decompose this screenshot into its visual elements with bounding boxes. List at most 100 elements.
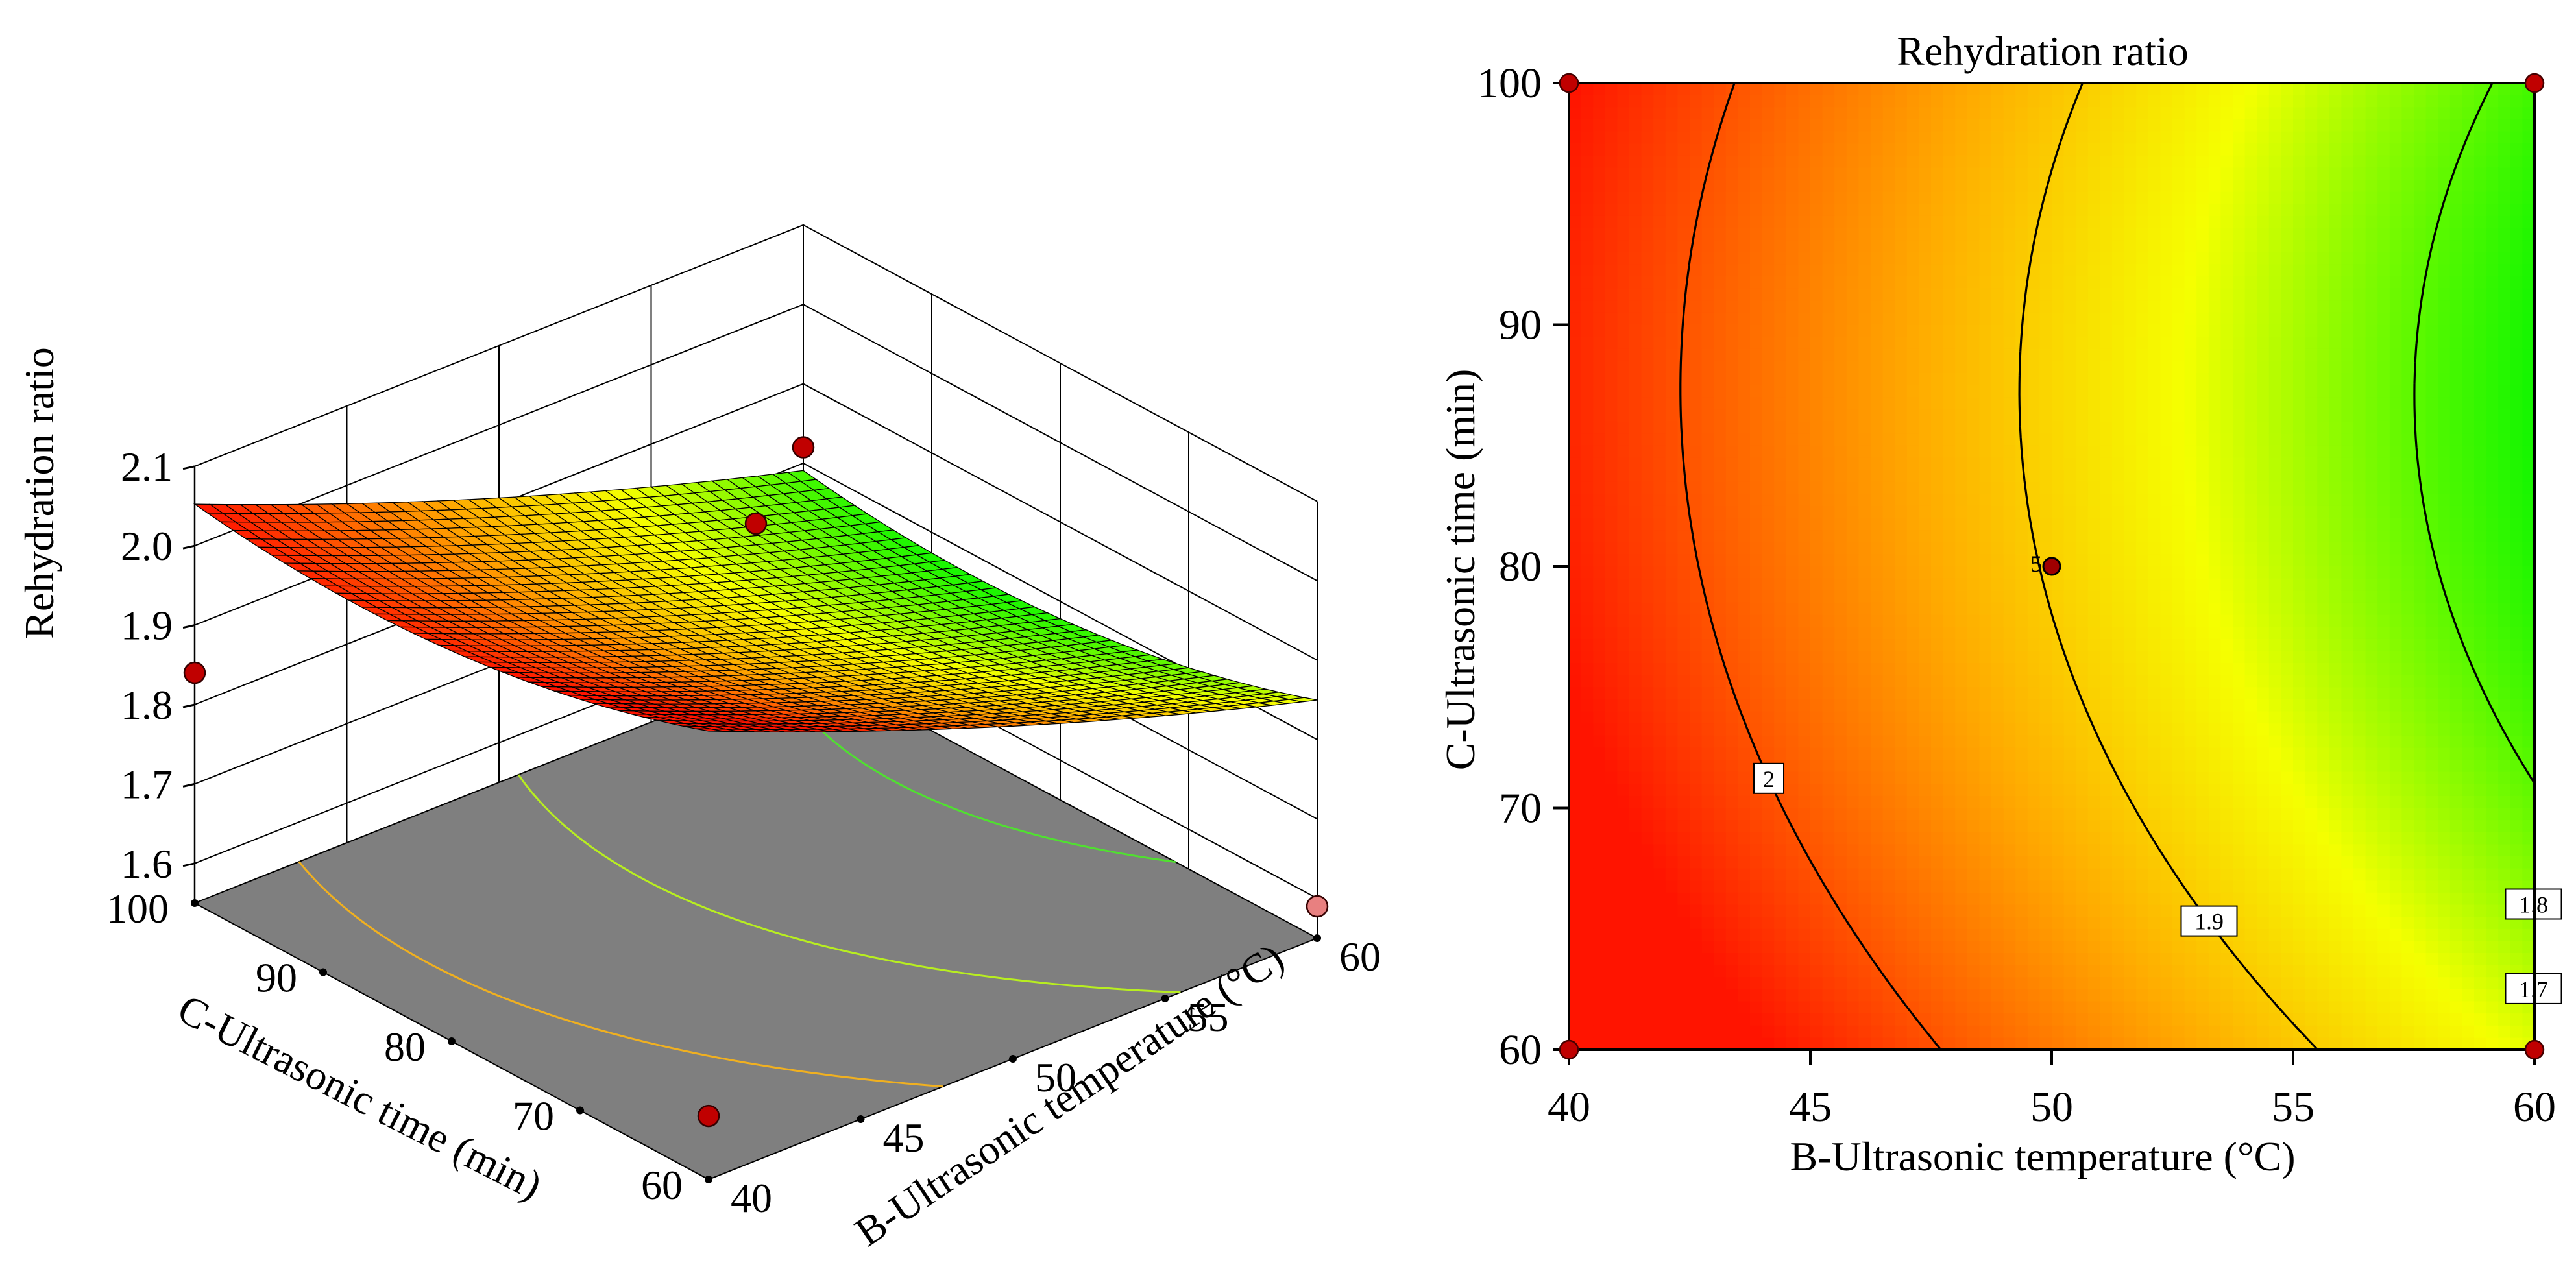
heat-cell [1858,747,1871,760]
heat-cell [1581,554,1594,567]
heat-cell [1967,421,1980,434]
heat-cell [1858,1037,1871,1050]
heat-cell [1798,928,1811,942]
heat-cell [1605,808,1618,821]
heat-cell [1605,965,1618,978]
heat-cell [1858,240,1871,253]
heat-cell [1991,240,2004,253]
heat-cell [1871,421,1884,434]
heat-cell [1677,844,1690,857]
heat-cell [1786,638,1799,652]
heat-cell [1810,651,1823,664]
heat-cell [1750,941,1763,954]
heat-cell [1593,1001,1606,1014]
heat-cell [1991,421,2004,434]
heat-cell [1846,288,1860,301]
heat-cell [1906,917,1920,930]
heat-cell [1629,638,1642,652]
heat-cell [1690,638,1703,652]
surface-design-point [697,1104,720,1128]
heat-cell [1943,566,1956,579]
heat-cell [1774,300,1787,313]
heat-cell [2027,627,2041,640]
heat-cell [1714,361,1727,374]
heat-cell [1919,312,1932,326]
heat-cell [1786,771,1799,784]
heat-cell [2015,276,2028,289]
heat-cell [1931,240,1944,253]
heat-cell [1569,820,1582,833]
heat-cell [1690,276,1703,289]
heat-cell [1738,590,1751,603]
heat-cell [1738,373,1751,386]
heat-cell [1967,880,1980,893]
heat-cell [2039,385,2052,398]
heat-cell [1665,795,1679,809]
heat-cell [2027,892,2041,906]
heat-cell [1677,735,1690,749]
heat-cell [1967,409,1980,422]
heat-cell [1846,300,1860,313]
heat-cell [1774,820,1787,833]
heat-cell [1725,614,1739,627]
heat-cell [1569,977,1582,990]
heat-cell [1871,252,1884,265]
heat-cell [1810,264,1823,277]
heat-cell [1798,95,1811,108]
heat-cell [1738,554,1751,567]
heat-cell [1955,844,1968,857]
heat-cell [1955,578,1968,591]
heat-cell [1846,977,1860,990]
heat-cell [2052,747,2065,760]
heat-cell [1569,191,1582,204]
heat-cell [1919,820,1932,833]
heat-cell [1846,457,1860,470]
heat-cell [1653,965,1666,978]
z-tick-label-1.6: 1.6 [121,841,173,887]
heat-cell [1665,904,1679,917]
heat-cell [2039,119,2052,132]
heat-cell [1677,771,1690,784]
heat-cell [1919,723,1932,736]
heat-cell [2063,433,2076,446]
heat-cell [1943,180,1956,193]
heat-cell [1979,107,1992,120]
heat-cell [1810,638,1823,652]
heat-cell [1979,385,1992,398]
heat-cell [1979,760,1992,773]
heat-cell [2003,421,2016,434]
heat-cell [1617,300,1630,313]
heat-cell [1943,1001,1956,1014]
heat-cell [1979,844,1992,857]
heat-cell [1858,119,1871,132]
heat-cell [1931,965,1944,978]
heat-cell [1617,711,1630,724]
heat-cell [1979,892,1992,906]
heat-cell [1834,288,1847,301]
heat-cell [1714,518,1727,531]
heat-cell [1871,131,1884,144]
heat-cell [1569,651,1582,664]
heat-cell [1882,542,1895,555]
heat-cell [1834,627,1847,640]
heat-cell [1725,965,1739,978]
heat-cell [1822,312,1835,326]
heat-cell [1762,832,1775,845]
heat-cell [1931,494,1944,507]
heat-cell [1991,131,2004,144]
heat-cell [1677,421,1690,434]
heat-cell [2015,240,2028,253]
heat-cell [1798,747,1811,760]
heat-cell [1882,481,1895,494]
heat-cell [1593,578,1606,591]
heat-cell [1569,917,1582,930]
heat-cell [1593,771,1606,784]
heat-cell [1690,675,1703,688]
heat-cell [2052,687,2065,700]
heat-cell [1991,1001,2004,1014]
heat-cell [1738,131,1751,144]
heat-cell [2015,663,2028,676]
heat-cell [1955,953,1968,966]
heat-cell [1786,651,1799,664]
heat-cell [1882,917,1895,930]
